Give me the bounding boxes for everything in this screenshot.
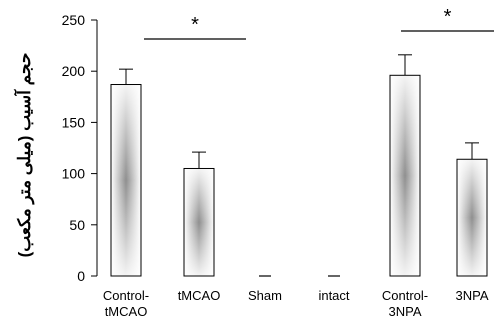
y-tick-label: 200: [62, 63, 86, 79]
x-tick-label: 3NPA: [456, 288, 489, 303]
bars: [110, 74, 488, 277]
x-tick-label: 3NPA: [389, 304, 422, 319]
bar-shading: [183, 167, 215, 277]
significance-star: *: [191, 14, 199, 36]
y-ticks: 0 50 100 150 200 250: [62, 12, 97, 284]
significance-star: *: [444, 6, 452, 28]
y-tick-label: 150: [62, 114, 86, 130]
x-tick-label: intact: [318, 288, 349, 303]
bar-shading: [389, 74, 421, 277]
x-tick-label: Control-: [103, 288, 149, 303]
x-tick-label: tMCAO: [178, 288, 221, 303]
y-tick-label: 50: [69, 217, 85, 233]
x-tick-label: tMCAO: [105, 304, 148, 319]
bar-shading: [110, 84, 142, 277]
x-tick-label: Control-: [382, 288, 428, 303]
y-tick-label: 100: [62, 166, 86, 182]
significance-markers: * *: [144, 6, 494, 40]
error-bars: [119, 54, 479, 169]
bar-shading: [456, 158, 488, 277]
y-tick-label: 250: [62, 12, 86, 28]
y-axis-label: حجم آسیب (میلی متر مکعب): [13, 53, 35, 258]
x-tick-label: Sham: [248, 288, 282, 303]
y-tick-label: 0: [77, 268, 85, 284]
